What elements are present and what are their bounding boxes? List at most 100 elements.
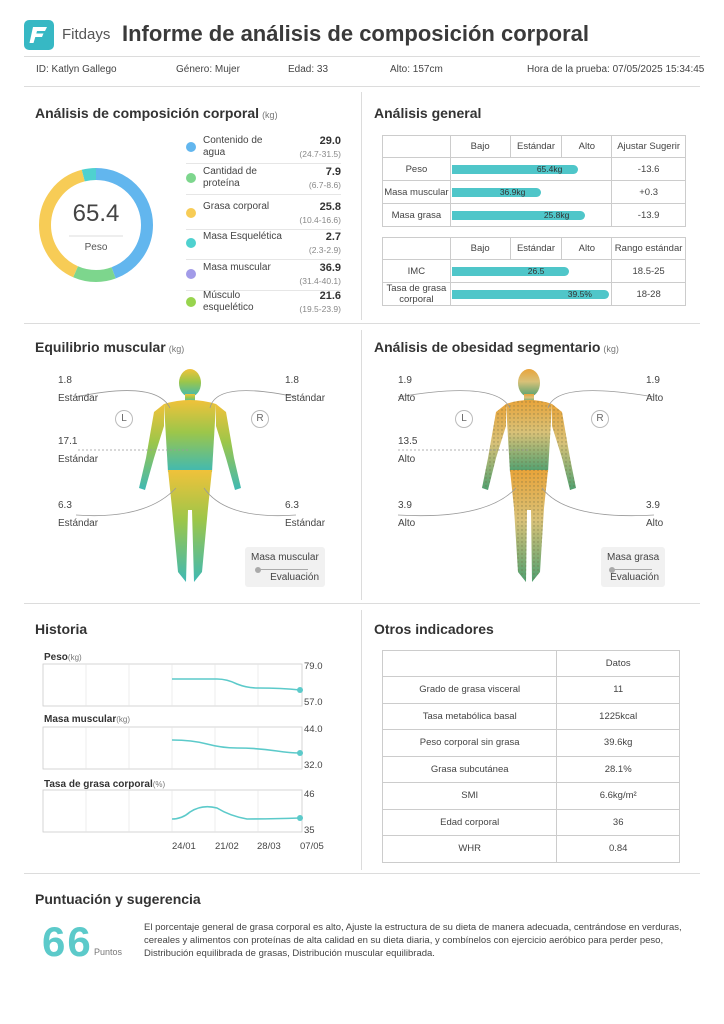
- other-title: Otros indicadores: [374, 621, 494, 637]
- history-point-weight: [297, 687, 303, 693]
- table-row: Tasa de grasa corporal 39.5% 18-28: [382, 282, 686, 306]
- muscle-legend: Masa muscular Evaluación: [245, 547, 325, 587]
- muscle-left-arm: 1.8 Estándar: [58, 375, 99, 404]
- muscle-right-arm: 1.8 Estándar: [285, 375, 326, 404]
- section-divider: [361, 92, 362, 320]
- section-divider: [24, 873, 700, 874]
- obesity-unit: (kg): [603, 344, 619, 354]
- composition-item-range: (2.3-2.9): [308, 245, 341, 255]
- obesity-title-text: Análisis de obesidad segmentario: [374, 339, 601, 355]
- fat-trunk: 13.5 Alto: [398, 436, 418, 465]
- composition-color-dot: [186, 297, 196, 307]
- table-row: WHR 0.84: [381, 835, 680, 863]
- composition-item: Grasa corporal 25.8 (10.4-16.6): [186, 201, 346, 231]
- general-table-1: Bajo Estándar Alto Ajustar Sugerir Peso 6…: [382, 135, 686, 227]
- report-title: Informe de análisis de composición corpo…: [122, 21, 590, 46]
- composition-item: Contenido de agua 29.0 (24.7-31.5): [186, 135, 346, 165]
- composition-title: Análisis de composición corporal (kg): [35, 105, 278, 121]
- muscle-axis-max: 44.0: [304, 724, 323, 735]
- test-time: Hora de la prueba: 07/05/2025 15:34:45: [527, 64, 705, 75]
- composition-item-name: Contenido de agua: [203, 135, 263, 158]
- table-row: IMC 26.5 18.5-25: [382, 259, 686, 283]
- row-value: +0.3: [611, 180, 686, 204]
- row-bar-label: 26.5: [527, 266, 545, 276]
- fat-axis-min: 35: [304, 825, 315, 836]
- header-blank: [382, 135, 451, 158]
- section-divider: [361, 330, 362, 600]
- row-name: Masa muscular: [382, 180, 451, 204]
- muscle-title: Equilibrio muscular (kg): [35, 339, 184, 355]
- header-low: Bajo: [449, 135, 511, 158]
- table-row: SMI 6.6kg/m²: [381, 782, 680, 810]
- composition-color-dot: [186, 173, 196, 183]
- composition-item-value: 25.8: [319, 201, 341, 213]
- header-range: Rango estándar: [611, 237, 686, 260]
- row-value: 18-28: [611, 282, 686, 306]
- header-high: Alto: [561, 135, 613, 158]
- composition-item: Músculo esquelético 21.6 (19.5-23.9): [186, 290, 346, 320]
- table-row: Grasa subcutánea 28.1%: [381, 755, 680, 783]
- composition-color-dot: [186, 142, 196, 152]
- composition-item-value: 7.9: [325, 166, 341, 178]
- general-title: Análisis general: [374, 105, 482, 121]
- muscle-title-text: Equilibrio muscular: [35, 339, 166, 355]
- indicator-value: 11: [556, 676, 680, 704]
- row-bar: 65.4kg: [449, 157, 613, 181]
- muscle-trunk: 17.1 Estándar: [58, 436, 99, 465]
- ring-segment-fat: [39, 168, 153, 282]
- history-charts: [42, 663, 303, 833]
- weight-axis-max: 79.0: [304, 661, 323, 672]
- composition-color-dot: [186, 269, 196, 279]
- side-left-indicator: L: [115, 410, 133, 428]
- composition-unit: (kg): [262, 110, 278, 120]
- row-value: -13.9: [611, 203, 686, 227]
- header-standard: Estándar: [509, 237, 563, 260]
- user-gender: Género: Mujer: [176, 64, 240, 75]
- indicator-name: Peso corporal sin grasa: [381, 729, 558, 757]
- muscle-axis-min: 32.0: [304, 760, 323, 771]
- indicator-name: Grasa subcutánea: [381, 755, 558, 783]
- row-bar-fill: [451, 165, 578, 174]
- history-title: Historia: [35, 621, 88, 637]
- composition-separator: [186, 259, 341, 260]
- composition-item: Masa Esquelética 2.7 (2.3-2.9): [186, 231, 346, 261]
- table-row: Edad corporal 36: [381, 808, 680, 836]
- header-low: Bajo: [449, 237, 511, 260]
- row-bar-fill: [451, 211, 585, 220]
- row-name: Tasa de grasa corporal: [382, 282, 451, 306]
- fat-axis-max: 46: [304, 789, 315, 800]
- section-divider: [361, 610, 362, 870]
- header-divider: [24, 56, 700, 57]
- history-line-fat: [171, 805, 301, 820]
- row-bar-fill: [451, 267, 569, 276]
- history-point-muscle: [297, 750, 303, 756]
- table-row: Masa muscular 36.9kg +0.3: [382, 180, 686, 204]
- row-bar: 36.9kg: [449, 180, 613, 204]
- row-bar-label: 65.4kg: [536, 164, 563, 174]
- legend-label-top: Masa muscular: [251, 552, 319, 563]
- composition-item-range: (6.7-8.6): [308, 180, 341, 190]
- indicator-name: SMI: [381, 782, 558, 810]
- header-adjust: Ajustar Sugerir: [611, 135, 686, 158]
- fat-left-leg: 3.9 Alto: [398, 500, 416, 529]
- composition-separator: [186, 229, 341, 230]
- composition-item-name: Masa Esquelética: [203, 231, 282, 242]
- indicator-name: Grado de grasa visceral: [381, 676, 558, 704]
- history-date: 24/01: [172, 841, 196, 852]
- indicator-name: WHR: [381, 835, 558, 863]
- table-row: Masa grasa 25.8kg -13.9: [382, 203, 686, 227]
- header-standard: Estándar: [509, 135, 563, 158]
- composition-item-value: 29.0: [319, 135, 341, 147]
- legend-label-top: Masa grasa: [607, 552, 660, 563]
- other-indicators-table: Datos Grado de grasa visceral 11 Tasa meta…: [381, 650, 680, 863]
- section-divider: [24, 603, 700, 604]
- section-divider: [24, 323, 700, 324]
- general-table-2: Bajo Estándar Alto Rango estándar IMC 26.…: [382, 237, 686, 306]
- history-label-muscle: Masa muscular(kg): [44, 714, 131, 725]
- table-row: Peso corporal sin grasa 39.6kg: [381, 729, 680, 757]
- composition-item-name: Músculo esquelético: [203, 290, 254, 313]
- row-bar-fill: [451, 290, 609, 299]
- composition-separator: [186, 290, 341, 291]
- table-row: Grado de grasa visceral 11: [381, 676, 680, 704]
- fitdays-logo: [24, 20, 54, 50]
